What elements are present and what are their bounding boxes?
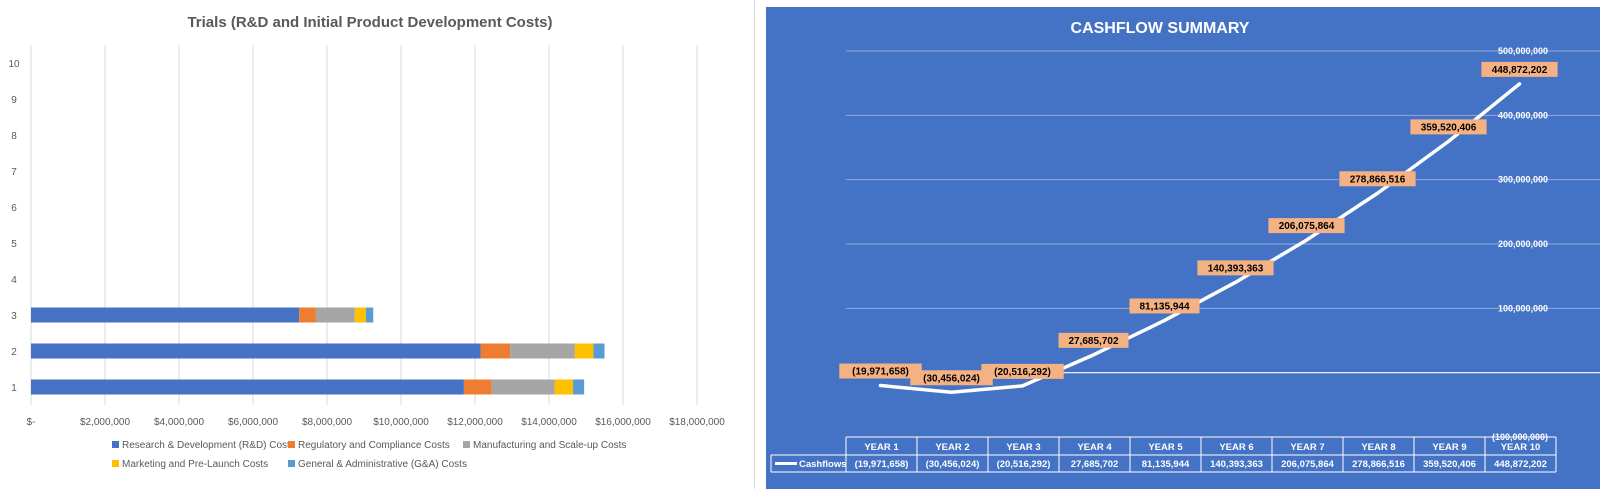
data-label: 140,393,363	[1208, 263, 1264, 274]
data-label-box	[839, 363, 922, 379]
y-tick-label: 400,000,000	[1498, 110, 1548, 120]
table-header-cell: YEAR 1	[864, 442, 899, 453]
table-value-cell: (30,456,024)	[926, 459, 980, 470]
legend-label: General & Administrative (G&A) Costs	[298, 459, 467, 470]
bar-segment	[593, 343, 605, 359]
y-tick-label: 500,000,000	[1498, 46, 1548, 56]
data-label-box	[1268, 218, 1345, 234]
cashflow-summary-chart-svg: CASHFLOW SUMMARY 500,000,000 400,000,000 30…	[770, 20, 1600, 473]
data-label-box	[1197, 260, 1274, 276]
legend-label: Regulatory and Compliance Costs	[298, 440, 450, 451]
table-value-cell: 81,135,944	[1142, 459, 1190, 470]
chart-title: Trials (R&D and Initial Product Developm…	[187, 14, 552, 31]
x-tick-label: $10,000,000	[373, 417, 429, 428]
data-label: 448,872,202	[1492, 65, 1548, 76]
y-tick-label: 300,000,000	[1498, 175, 1548, 185]
legend-label: Manufacturing and Scale-up Costs	[473, 440, 626, 451]
table-header-cell: YEAR 9	[1432, 442, 1466, 453]
bar-segment	[31, 307, 300, 323]
bar-segment	[480, 343, 511, 359]
table-value-cell: 278,866,516	[1352, 459, 1405, 470]
data-label-box	[910, 370, 993, 386]
x-tick-label: $8,000,000	[302, 417, 352, 428]
bar-segment	[315, 307, 355, 323]
x-tick-label: $18,000,000	[669, 417, 725, 428]
bar-segment	[299, 307, 316, 323]
table-header-cell: YEAR 8	[1361, 442, 1395, 453]
table-header-cell: YEAR 6	[1219, 442, 1253, 453]
data-label-box	[1481, 61, 1558, 77]
x-tick-label: $4,000,000	[154, 417, 204, 428]
bar-segment	[491, 379, 555, 395]
x-tick-label: $6,000,000	[228, 417, 278, 428]
table-header-cell: YEAR 10	[1501, 442, 1541, 453]
y-tick-label: 6	[11, 203, 17, 214]
x-tick-label: $2,000,000	[80, 417, 130, 428]
chart-title: CASHFLOW SUMMARY	[1071, 20, 1250, 37]
data-label-box	[1410, 119, 1487, 135]
data-label: 359,520,406	[1421, 122, 1477, 133]
trials-cost-chart: Trials (R&D and Initial Product Developm…	[0, 0, 755, 489]
y-tick-label: 100,000,000	[1498, 303, 1548, 313]
bar-segment	[554, 379, 574, 395]
y-tick-label: 7	[11, 167, 17, 178]
legend-swatch	[288, 460, 295, 467]
y-tick-label: 5	[11, 239, 17, 250]
table-header-cell: YEAR 5	[1148, 442, 1183, 453]
legend-label: Marketing and Pre-Launch Costs	[122, 459, 268, 470]
y-tick-label: 2	[11, 347, 17, 358]
data-label-box	[1058, 332, 1129, 348]
table-header-cell: YEAR 2	[935, 442, 969, 453]
legend-swatch	[112, 441, 119, 448]
data-label: (19,971,658)	[852, 367, 909, 378]
data-label: (30,456,024)	[923, 373, 980, 384]
x-tick-label: $12,000,000	[447, 417, 503, 428]
data-label: 27,685,702	[1068, 336, 1118, 347]
table-header-cell: YEAR 3	[1006, 442, 1040, 453]
data-label: (20,516,292)	[994, 367, 1051, 378]
legend-swatch	[288, 441, 295, 448]
legend-swatch	[112, 460, 119, 467]
table-value-cell: 359,520,406	[1423, 459, 1476, 470]
table-header-cell: YEAR 7	[1290, 442, 1324, 453]
data-label: 81,135,944	[1139, 301, 1189, 312]
data-label-box	[981, 363, 1064, 379]
table-value-cell: (20,516,292)	[997, 459, 1051, 470]
data-label: 206,075,864	[1279, 221, 1335, 232]
table-header-cell: YEAR 4	[1077, 442, 1112, 453]
y-tick-label: 4	[11, 275, 17, 286]
legend-swatch	[463, 441, 470, 448]
bar-segment	[354, 307, 366, 323]
bar-segment	[31, 379, 464, 395]
bar-segment	[463, 379, 492, 395]
legend-label: Cashflows	[799, 459, 847, 470]
legend-label: Research & Development (R&D) Costs	[122, 440, 295, 451]
y-tick-label: 10	[8, 59, 20, 70]
y-tick-label: 8	[11, 131, 17, 142]
bar-segment	[574, 343, 594, 359]
table-value-cell: 206,075,864	[1281, 459, 1335, 470]
table-value-cell: 140,393,363	[1210, 459, 1263, 470]
bar-segment	[31, 343, 481, 359]
data-label: 278,866,516	[1350, 174, 1406, 185]
data-label-box	[1129, 298, 1200, 314]
x-tick-label: $-	[27, 417, 36, 428]
y-tick-label: 1	[11, 383, 17, 394]
bar-segment	[365, 307, 374, 323]
cashflow-line	[878, 82, 1522, 395]
x-tick-label: $14,000,000	[521, 417, 577, 428]
table-value-cell: 27,685,702	[1071, 459, 1119, 470]
table-value-cell: (19,971,658)	[855, 459, 909, 470]
bar-segment	[573, 379, 585, 395]
table-value-cell: 448,872,202	[1494, 459, 1547, 470]
x-tick-label: $16,000,000	[595, 417, 651, 428]
y-tick-label: 200,000,000	[1498, 239, 1548, 249]
trials-cost-chart-svg: Trials (R&D and Initial Product Developm…	[8, 14, 725, 470]
bar-segment	[510, 343, 575, 359]
y-tick-label: 3	[11, 311, 17, 322]
y-tick-label: 9	[11, 95, 17, 106]
data-label-box	[1339, 171, 1416, 187]
cashflow-summary-chart: CASHFLOW SUMMARY 500,000,000 400,000,000 30…	[766, 7, 1600, 489]
